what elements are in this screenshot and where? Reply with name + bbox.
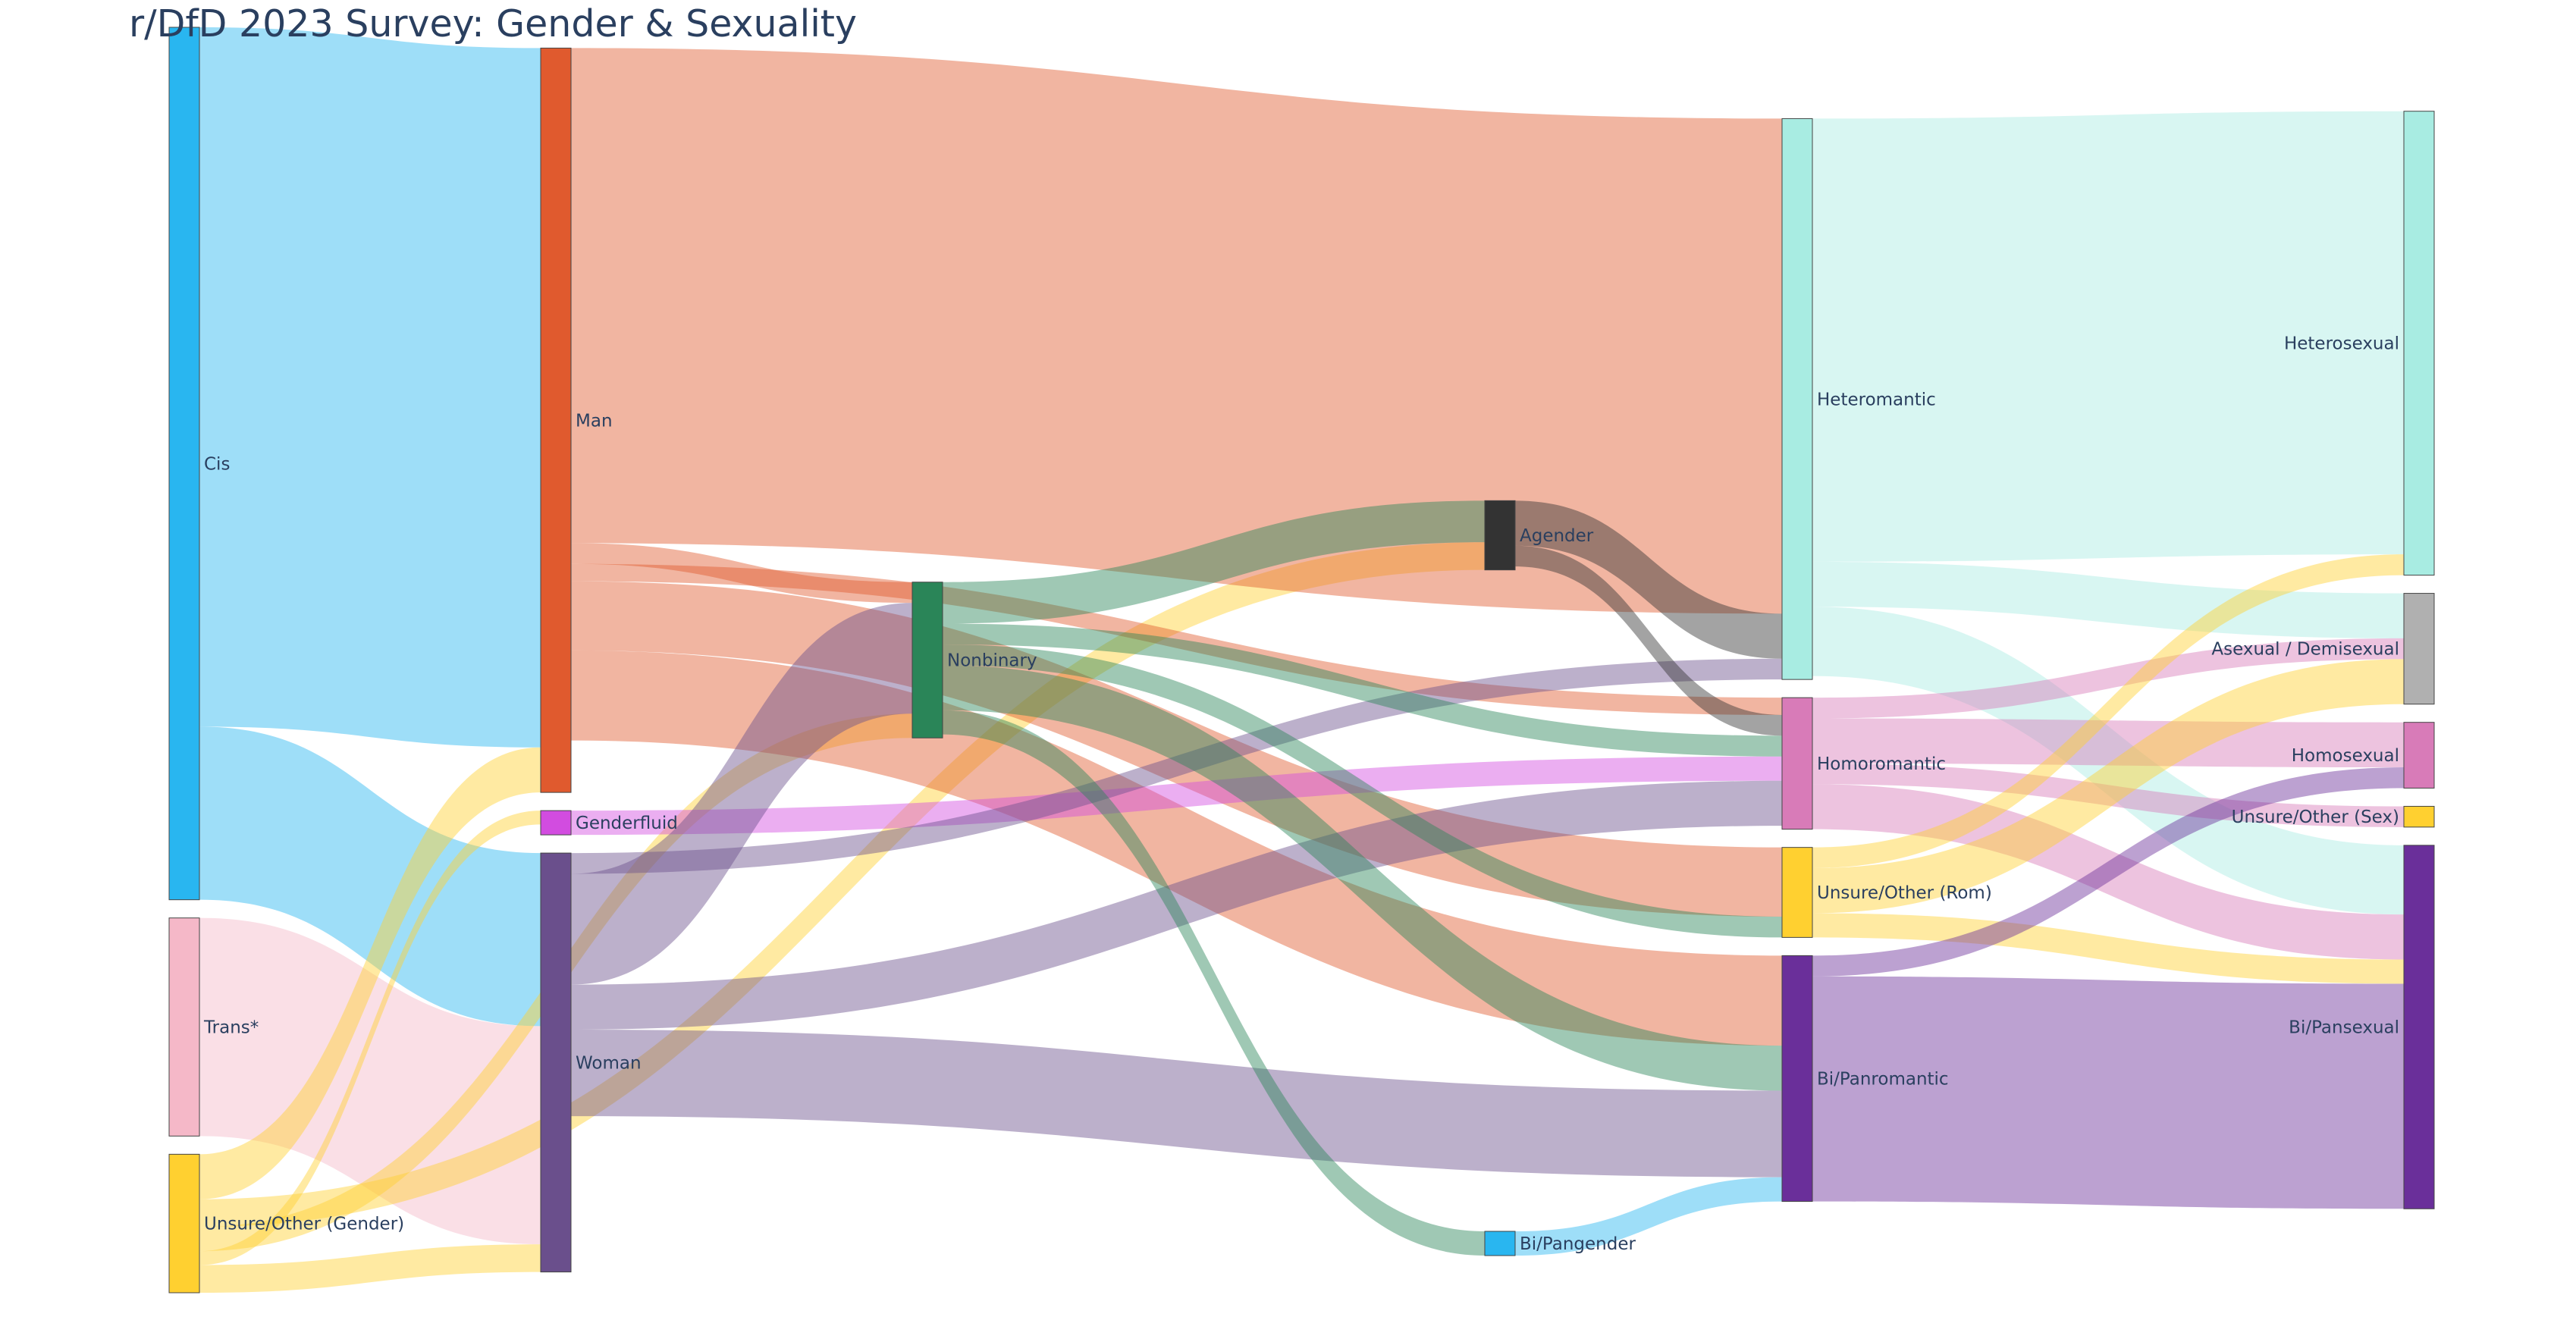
link-cis-to-woman [199, 726, 541, 1027]
link-unsure_gender-to-woman [199, 1244, 541, 1293]
link-unsure_rom-to-bipansexual [1812, 913, 2404, 984]
link-bipanromantic-to-bipansexual [1812, 976, 2404, 1209]
node-label-agender: Agender [1520, 526, 1594, 546]
node-agender [1484, 500, 1516, 571]
node-label-homoromantic: Homoromantic [1817, 754, 1946, 774]
link-nonbinary-to-agender [943, 500, 1485, 624]
node-cis [168, 27, 200, 901]
node-label-genderfluid: Genderfluid [576, 814, 678, 833]
link-homoromantic-to-bipansexual [1812, 784, 2404, 960]
link-bipangender-to-bipanromantic [1515, 1177, 1782, 1256]
link-man-to-heteromantic [571, 48, 1782, 614]
link-homoromantic-to-asexual [1812, 638, 2404, 719]
link-homoromantic-to-homosexual [1812, 718, 2404, 768]
link-unsure_gender-to-genderfluid [199, 811, 541, 1265]
node-label-heteromantic: Heteromantic [1817, 390, 1936, 409]
sankey-links [199, 27, 2404, 1293]
chart-title: r/DfD 2023 Survey: Gender & Sexuality [129, 2, 857, 45]
link-man-to-nonbinary [571, 543, 912, 604]
node-label-heterosexual: Heterosexual [2284, 334, 2399, 354]
node-label-unsure_gender: Unsure/Other (Gender) [204, 1215, 404, 1234]
link-agender-to-homoromantic [1515, 545, 1782, 736]
link-genderfluid-to-homoromantic [571, 756, 1782, 836]
link-woman-to-bipanromantic [571, 1029, 1782, 1177]
node-heterosexual [2403, 111, 2435, 576]
link-unsure_gender-to-agender [199, 542, 1485, 1228]
node-label-nonbinary: Nonbinary [947, 651, 1037, 671]
node-label-asexual: Asexual / Demisexual [2211, 640, 2399, 660]
link-unsure_rom-to-asexual [1812, 659, 2404, 914]
node-man [540, 47, 572, 793]
link-woman-to-heteromantic [571, 658, 1782, 874]
link-nonbinary-to-bipangender [943, 710, 1485, 1256]
node-nonbinary [911, 582, 943, 738]
link-nonbinary-to-homoromantic [943, 623, 1782, 757]
node-unsure_rom [1781, 847, 1813, 938]
link-heteromantic-to-heterosexual [1812, 111, 2404, 562]
node-genderfluid [540, 810, 572, 836]
node-label-bipansexual: Bi/Pansexual [2289, 1018, 2399, 1038]
link-unsure_gender-to-man [199, 747, 541, 1199]
node-label-man: Man [576, 411, 613, 431]
node-heteromantic [1781, 118, 1813, 680]
link-nonbinary-to-bipanromantic [943, 665, 1782, 1091]
node-bipanromantic [1781, 955, 1813, 1203]
link-man-to-bipanromantic [571, 650, 1782, 1046]
node-label-trans: Trans* [203, 1018, 259, 1038]
node-label-bipanromantic: Bi/Panromantic [1817, 1069, 1949, 1089]
node-bipangender [1484, 1231, 1516, 1256]
node-bipansexual [2403, 845, 2435, 1209]
node-asexual [2403, 593, 2435, 705]
link-man-to-homoromantic [571, 563, 1782, 715]
link-agender-to-heteromantic [1515, 500, 1782, 659]
node-label-woman: Woman [576, 1053, 642, 1073]
link-heteromantic-to-asexual [1812, 561, 2404, 638]
link-nonbinary-to-unsure_rom [943, 644, 1782, 938]
link-heteromantic-to-bipansexual [1812, 607, 2404, 915]
link-woman-to-homoromantic [571, 780, 1782, 1030]
node-unsure_sex [2403, 805, 2435, 828]
node-homoromantic [1781, 697, 1813, 830]
node-unsure_gender [168, 1153, 200, 1293]
link-homoromantic-to-unsure_sex [1812, 763, 2404, 827]
link-trans-to-woman [199, 917, 541, 1245]
sankey-nodes [168, 27, 2435, 1293]
node-label-unsure_rom: Unsure/Other (Rom) [1817, 883, 1992, 903]
node-label-homosexual: Homosexual [2292, 746, 2399, 766]
node-label-bipangender: Bi/Pangender [1520, 1234, 1636, 1254]
link-bipanromantic-to-homosexual [1812, 767, 2404, 977]
node-trans [168, 917, 200, 1137]
sankey-labels: Cis Trans* Unsure/Other (Gender) Man Genderf… [203, 334, 2399, 1254]
node-woman [540, 852, 572, 1273]
link-man-to-unsure_rom [571, 581, 1782, 917]
link-unsure_rom-to-heterosexual [1812, 554, 2404, 869]
node-homosexual [2403, 722, 2435, 789]
link-cis-to-man [199, 27, 541, 748]
node-label-cis: Cis [204, 454, 230, 474]
node-label-unsure_sex: Unsure/Other (Sex) [2232, 807, 2399, 827]
link-woman-to-nonbinary [571, 603, 912, 985]
